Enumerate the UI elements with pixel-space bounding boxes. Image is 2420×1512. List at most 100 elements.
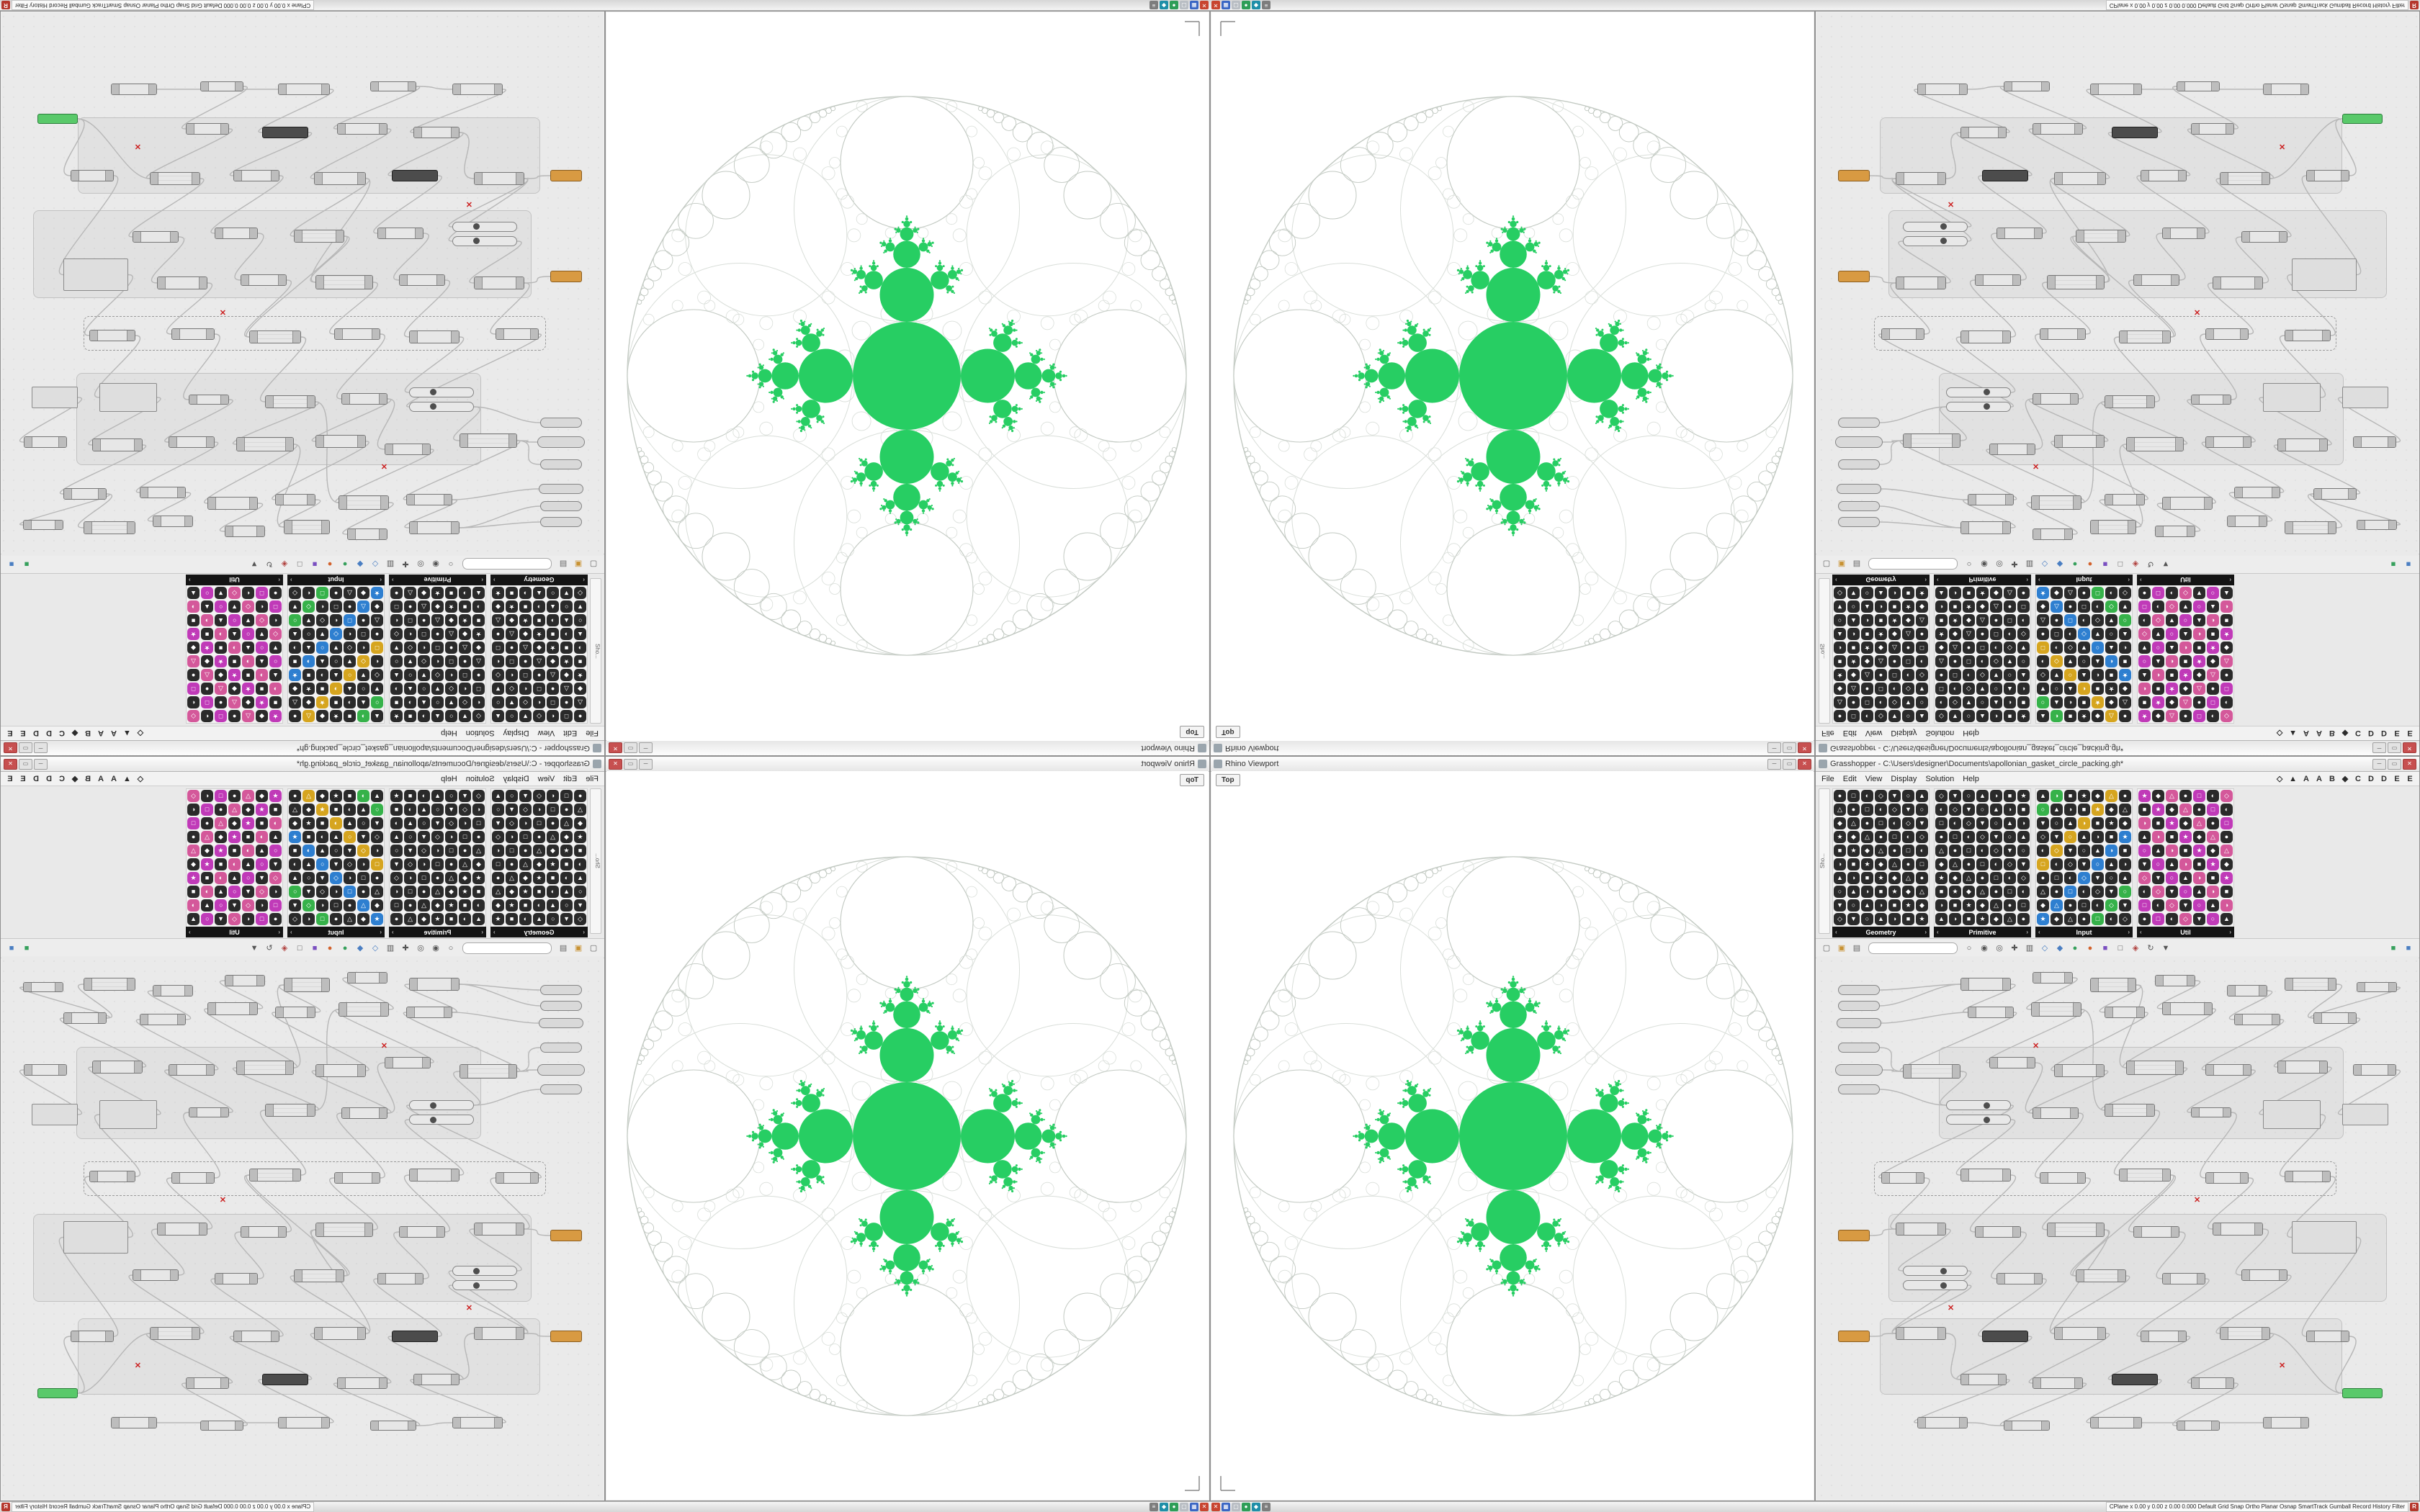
gh-component-icon[interactable]: ■ [344, 710, 356, 722]
chevron-right-icon[interactable]: › [2026, 577, 2028, 583]
gh-component-icon[interactable]: ★ [560, 845, 573, 857]
gh-node-node3[interactable] [236, 1061, 294, 1075]
gh-component-icon[interactable]: ▼ [1902, 696, 1914, 708]
gh-component-icon[interactable]: ▼ [2138, 858, 2151, 870]
gh-component-icon[interactable]: ◐ [201, 790, 213, 802]
gh-node-node[interactable] [140, 1014, 186, 1025]
gh-component-icon[interactable]: ▲ [1834, 872, 1846, 884]
gh-component-icon[interactable]: ◆ [228, 817, 241, 829]
gh-component-icon[interactable]: □ [2017, 600, 2030, 613]
gh-component-icon[interactable]: ◆ [242, 804, 254, 816]
gh-component-icon[interactable]: ◇ [2017, 628, 2030, 640]
gh-component-icon[interactable]: ★ [371, 587, 383, 599]
gh-component-icon[interactable]: ★ [431, 587, 444, 599]
gh-node-node3[interactable] [2090, 978, 2136, 992]
gh-component-icon[interactable]: △ [187, 655, 200, 667]
gh-component-icon[interactable]: ■ [1875, 886, 1887, 898]
gh-component-icon[interactable]: ○ [506, 790, 518, 802]
gh-component-icon[interactable]: ▼ [2037, 817, 2049, 829]
gh-component-icon[interactable]: □ [560, 710, 573, 722]
gh-component-icon[interactable]: ◆ [472, 642, 485, 654]
gh-component-icon[interactable]: ◐ [506, 831, 518, 843]
gh-component-icon[interactable]: ▲ [390, 831, 403, 843]
gh-component-icon[interactable]: ● [2051, 886, 2063, 898]
gh-category-tab-3[interactable]: A [2316, 774, 2322, 783]
gh-node-node3[interactable] [150, 1327, 200, 1340]
gh-component-icon[interactable]: ○ [547, 913, 559, 925]
gh-component-icon[interactable]: ▲ [1861, 899, 1873, 912]
gh-node-node[interactable] [314, 172, 366, 185]
maximize-button[interactable]: ▭ [1783, 742, 1796, 754]
gh-component-icon[interactable]: ● [1976, 628, 1989, 640]
gh-node-node[interactable] [2227, 985, 2267, 996]
gh-component-icon[interactable]: ▲ [2220, 587, 2233, 599]
gh-component-icon[interactable]: ◐ [2092, 600, 2104, 613]
gh-component-icon[interactable]: ★ [1861, 642, 1873, 654]
gh-component-icon[interactable]: ◐ [1990, 642, 2002, 654]
gh-component-icon[interactable]: ◆ [519, 872, 532, 884]
gh-component-icon[interactable]: ● [2138, 587, 2151, 599]
gh-component-icon[interactable]: ▼ [2105, 886, 2118, 898]
gh-node-node[interactable] [2033, 393, 2079, 405]
gh-component-icon[interactable]: ■ [404, 790, 416, 802]
grid-toggle-icon[interactable]: ■ [9, 944, 14, 953]
gh-node-chip[interactable] [1838, 418, 1880, 428]
gh-component-icon[interactable]: ○ [431, 804, 444, 816]
gh-component-icon[interactable]: ● [2193, 804, 2205, 816]
gh-component-icon[interactable]: ◐ [1888, 683, 1901, 695]
gh-node-node3[interactable] [236, 437, 294, 451]
gh-component-icon[interactable]: ★ [330, 790, 342, 802]
gh-component-icon[interactable]: ■ [2193, 858, 2205, 870]
save-definition-icon[interactable]: ▤ [559, 944, 568, 953]
gh-component-icon[interactable]: ▲ [1916, 710, 1928, 722]
gh-component-icon[interactable]: ▼ [2179, 600, 2192, 613]
gumball-icon[interactable]: ● [327, 944, 333, 953]
gh-component-icon[interactable]: ★ [492, 913, 504, 925]
gh-component-icon[interactable]: ◑ [2152, 669, 2164, 681]
zoom-in-icon[interactable]: ◉ [432, 559, 439, 568]
menu-item-display[interactable]: Display [503, 774, 529, 783]
gh-component-icon[interactable]: ● [289, 790, 301, 802]
gh-component-icon[interactable]: ◇ [2064, 642, 2076, 654]
maximize-button[interactable]: ▭ [2388, 742, 2401, 754]
gh-component-icon[interactable]: ■ [289, 845, 301, 857]
gh-component-icon[interactable]: ● [1990, 614, 2002, 626]
gh-component-icon[interactable]: △ [492, 886, 504, 898]
gh-node-node[interactable] [1896, 1327, 1946, 1340]
gh-component-icon[interactable]: ★ [2138, 790, 2151, 802]
gh-node-node[interactable] [2040, 1172, 2086, 1184]
gh-component-icon[interactable]: ● [533, 831, 545, 843]
gh-node-node[interactable] [2213, 1223, 2263, 1236]
gh-component-icon[interactable]: △ [2004, 587, 2016, 599]
gh-node-node[interactable] [1896, 1223, 1946, 1236]
gh-component-icon[interactable]: □ [2152, 587, 2164, 599]
gh-node-node3[interactable] [2047, 275, 2105, 289]
gh-node-panel[interactable] [63, 258, 128, 291]
gh-component-icon[interactable]: ▲ [2220, 913, 2233, 925]
gh-component-icon[interactable]: ● [215, 696, 227, 708]
gh-component-icon[interactable]: ◑ [1935, 600, 1948, 613]
gh-node-node[interactable] [474, 276, 524, 289]
gh-component-icon[interactable]: ◐ [1916, 655, 1928, 667]
gh-category-tab-9[interactable]: E [2394, 729, 2400, 738]
gh-node-node[interactable] [189, 1107, 229, 1117]
gh-component-icon[interactable]: ▼ [330, 642, 342, 654]
gh-component-icon[interactable]: ● [2017, 587, 2030, 599]
gh-category-tab-9[interactable]: E [2394, 774, 2400, 783]
gh-component-icon[interactable]: ◑ [574, 858, 586, 870]
gh-component-icon[interactable]: ■ [574, 845, 586, 857]
gh-component-icon[interactable]: ★ [242, 817, 254, 829]
gh-component-icon[interactable]: ■ [2220, 614, 2233, 626]
gh-component-icon[interactable]: ○ [2193, 600, 2205, 613]
rhino-viewport[interactable]: Top [606, 12, 1209, 741]
menu-item-solution[interactable]: Solution [465, 729, 495, 738]
gh-component-icon[interactable]: ◑ [2064, 696, 2076, 708]
gh-node-node[interactable] [153, 985, 193, 996]
gh-node-node[interactable] [1968, 1007, 2014, 1018]
gh-component-icon[interactable]: ◇ [1990, 845, 2002, 857]
gh-component-icon[interactable]: □ [2051, 872, 2063, 884]
gh-component-icon[interactable]: ▼ [560, 587, 573, 599]
gh-component-icon[interactable]: △ [547, 669, 559, 681]
gh-component-icon[interactable]: ◆ [492, 899, 504, 912]
gh-component-icon[interactable]: ○ [371, 696, 383, 708]
